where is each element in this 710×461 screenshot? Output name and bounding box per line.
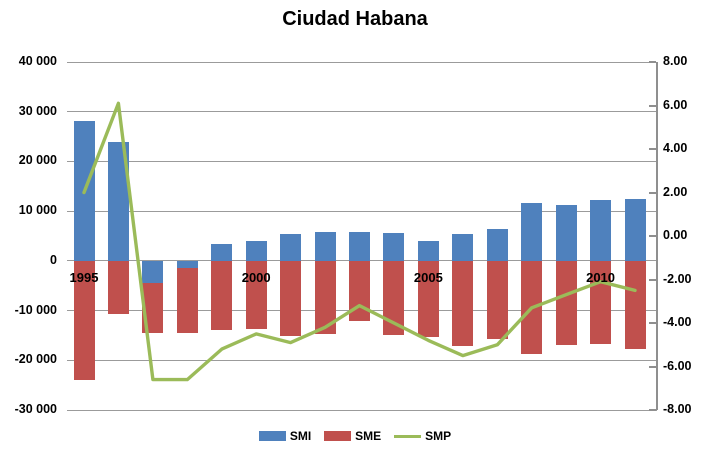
x-axis-label-2005: 2005 [413, 269, 443, 285]
bar-sme-1998 [176, 267, 198, 333]
bar-smi-1996 [107, 141, 129, 261]
bar-sme-1997 [142, 282, 164, 333]
gridline [67, 111, 657, 113]
bar-smi-2008 [521, 203, 543, 261]
bar-smi-1997 [142, 260, 164, 283]
bar-sme-1995 [73, 260, 95, 381]
bar-smi-2010 [590, 199, 612, 261]
legend-label-smp: SMP [425, 429, 452, 443]
left-axis-tick-label: 40 000 [18, 54, 57, 68]
plot-area: 1995 2000 2005 2010 [67, 61, 657, 411]
legend-label-sme: SME [355, 429, 382, 443]
bar-sme-2005 [417, 260, 439, 337]
gridline [67, 359, 657, 361]
right-axis-line [656, 62, 658, 410]
right-axis-tick-label: -8.00 [663, 402, 692, 416]
right-axis-tick-label: 2.00 [663, 184, 688, 199]
bar-sme-2003 [349, 260, 370, 322]
chart-title: Ciudad Habana [282, 8, 428, 30]
bar-smi-2003 [349, 232, 370, 261]
right-axis-tick-label: -2.00 [663, 271, 692, 286]
bar-sme-2001 [280, 260, 302, 336]
bar-sme-2006 [452, 260, 474, 346]
right-axis-tick [649, 148, 656, 150]
bar-smi-2007 [486, 228, 508, 261]
right-axis-tick [649, 365, 656, 368]
left-axis-tick-label: 20 000 [18, 153, 57, 168]
legend-swatch-smi [258, 431, 286, 441]
bar-smi-2006 [452, 234, 474, 261]
gridline [67, 61, 657, 63]
bar-smi-2005 [417, 240, 439, 261]
bar-sme-2007 [486, 260, 508, 340]
bar-smi-2009 [555, 205, 577, 261]
right-axis-tick [649, 409, 656, 411]
right-axis-tick-label: -4.00 [663, 315, 692, 329]
legend-label-smi: SMI [289, 429, 312, 443]
bar-sme-2004 [383, 260, 405, 336]
bar-smi-1999 [211, 244, 233, 261]
bar-smi-2002 [314, 232, 336, 261]
legend-swatch-smp [394, 434, 422, 438]
bar-smi-1998 [176, 260, 198, 268]
legend-item-smi: SMI [258, 429, 312, 443]
left-axis-tick-label: -30 000 [14, 402, 57, 416]
smp-line-layer [82, 101, 637, 382]
right-axis-tick [649, 322, 656, 324]
bar-smi-2011 [624, 199, 646, 261]
bar-sme-2000 [245, 260, 267, 329]
right-axis-tick [649, 235, 656, 237]
left-axis-tick-label: 30 000 [18, 103, 57, 118]
right-axis-tick [649, 104, 656, 107]
legend: SMI SME SMP [0, 429, 710, 443]
x-axis-label-2000: 2000 [241, 269, 271, 285]
right-axis-tick-label: 6.00 [663, 97, 688, 112]
right-axis-tick-label: 4.00 [663, 141, 688, 155]
left-axis-tick-label: 10 000 [18, 203, 57, 218]
left-axis-tick-label: -20 000 [14, 352, 57, 367]
right-axis-tick [649, 278, 656, 281]
smp-line [82, 101, 637, 382]
right-axis-tick-label: 8.00 [663, 54, 688, 68]
x-axis-label-1995: 1995 [69, 269, 99, 285]
gridline [67, 160, 657, 162]
legend-item-smp: SMP [394, 429, 451, 443]
bar-smi-2001 [280, 234, 302, 261]
gridline [67, 409, 657, 411]
legend-item-sme: SME [324, 429, 381, 443]
right-axis-tick [649, 61, 656, 63]
left-axis-tick-label: -10 000 [14, 302, 57, 317]
right-axis-tick-label: 0.00 [663, 228, 688, 242]
bar-sme-1999 [211, 260, 233, 331]
legend-swatch-sme [324, 431, 352, 441]
right-axis-tick [649, 191, 656, 194]
bar-sme-1996 [107, 260, 129, 314]
bar-smi-2000 [245, 240, 267, 261]
bar-sme-2002 [314, 260, 336, 334]
gridline [67, 210, 657, 212]
left-axis-tick-label: 0 [50, 252, 57, 267]
bar-sme-2009 [555, 260, 577, 345]
bar-smi-2004 [383, 232, 405, 261]
bar-sme-2011 [624, 260, 646, 350]
x-axis-label-2010: 2010 [586, 269, 616, 285]
right-axis-tick-label: -6.00 [663, 358, 692, 373]
